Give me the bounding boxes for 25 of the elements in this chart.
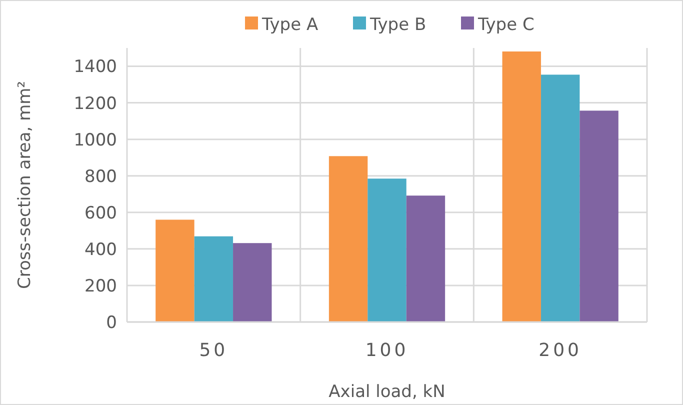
y-tick-label: 200 — [84, 276, 117, 296]
bar — [368, 178, 406, 322]
bar — [502, 51, 541, 322]
y-tick-label: 400 — [84, 240, 117, 260]
legend-label: Type A — [261, 14, 318, 35]
y-tick-label: 600 — [84, 203, 117, 224]
bar — [156, 220, 194, 322]
y-tick-label: 1200 — [74, 94, 117, 114]
bar — [233, 243, 272, 322]
bar — [194, 236, 234, 322]
x-tick-label: 50 — [199, 340, 228, 361]
bar — [328, 156, 368, 322]
bar — [540, 74, 580, 322]
x-tick-label: 100 — [365, 340, 409, 361]
bar — [406, 196, 446, 322]
y-axis-title: Cross-section area, mm² — [15, 80, 35, 290]
legend-label: Type C — [477, 14, 534, 35]
x-axis-title: Axial load, kN — [328, 382, 446, 402]
x-tick-label: 200 — [538, 340, 582, 361]
y-tick-label: 800 — [84, 166, 117, 187]
legend-label: Type B — [369, 14, 426, 35]
y-tick-label: 1000 — [74, 130, 117, 150]
y-tick-label: 1400 — [74, 57, 117, 78]
y-tick-label: 0 — [106, 312, 117, 333]
bar — [580, 110, 618, 322]
